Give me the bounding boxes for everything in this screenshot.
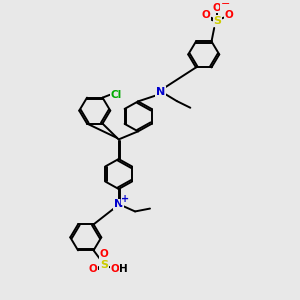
Text: O: O (224, 10, 233, 20)
Text: +: + (121, 194, 129, 204)
Text: S: S (100, 260, 108, 270)
Text: O: O (202, 10, 210, 20)
Text: S: S (213, 16, 221, 26)
Text: O: O (213, 3, 222, 13)
Text: N: N (156, 87, 165, 97)
Text: O: O (88, 264, 97, 274)
Text: O: O (111, 264, 120, 274)
Text: −: − (221, 0, 230, 9)
Text: H: H (119, 264, 128, 274)
Text: Cl: Cl (110, 90, 122, 100)
Text: O: O (100, 249, 108, 259)
Text: N: N (114, 199, 123, 209)
